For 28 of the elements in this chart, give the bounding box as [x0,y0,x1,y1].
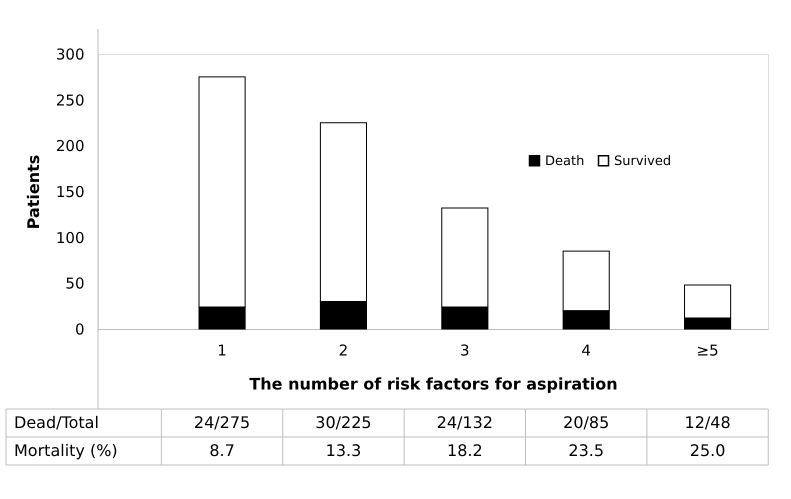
x-tick-label: 1 [217,342,227,360]
text: 30/225 [315,413,372,432]
x-tick-label: 4 [581,342,591,360]
x-tick-label: 3 [460,342,470,360]
text: 12/48 [684,413,731,432]
y-tick-label: 200 [56,137,84,156]
text: 24/132 [436,413,493,432]
text: 8.7 [209,441,235,460]
text: 24/275 [194,413,250,432]
y-tick-label: 150 [56,183,84,201]
x-tick-label: ≥5 [696,342,719,360]
y-tick-label: 100 [56,228,84,247]
text: 20/85 [563,413,610,432]
x-tick-label: 2 [338,342,348,360]
y-tick-label: 0 [74,320,84,338]
legend-label: Death [545,154,584,169]
y-tick-label: 250 [56,91,84,110]
x-axis-title: The number of risk factors for aspiration [249,374,618,394]
y-tick-label: 50 [65,274,84,293]
text: 23.5 [568,441,604,460]
legend-label: Survived [614,154,672,169]
y-tick-label: 300 [56,46,84,64]
text: Dead/Total [14,413,99,432]
text: 13.3 [326,441,362,460]
text: 18.2 [447,441,483,460]
text: Mortality (%) [14,441,118,460]
y-axis-title: Patients [24,154,43,230]
text: 25.0 [690,441,726,460]
